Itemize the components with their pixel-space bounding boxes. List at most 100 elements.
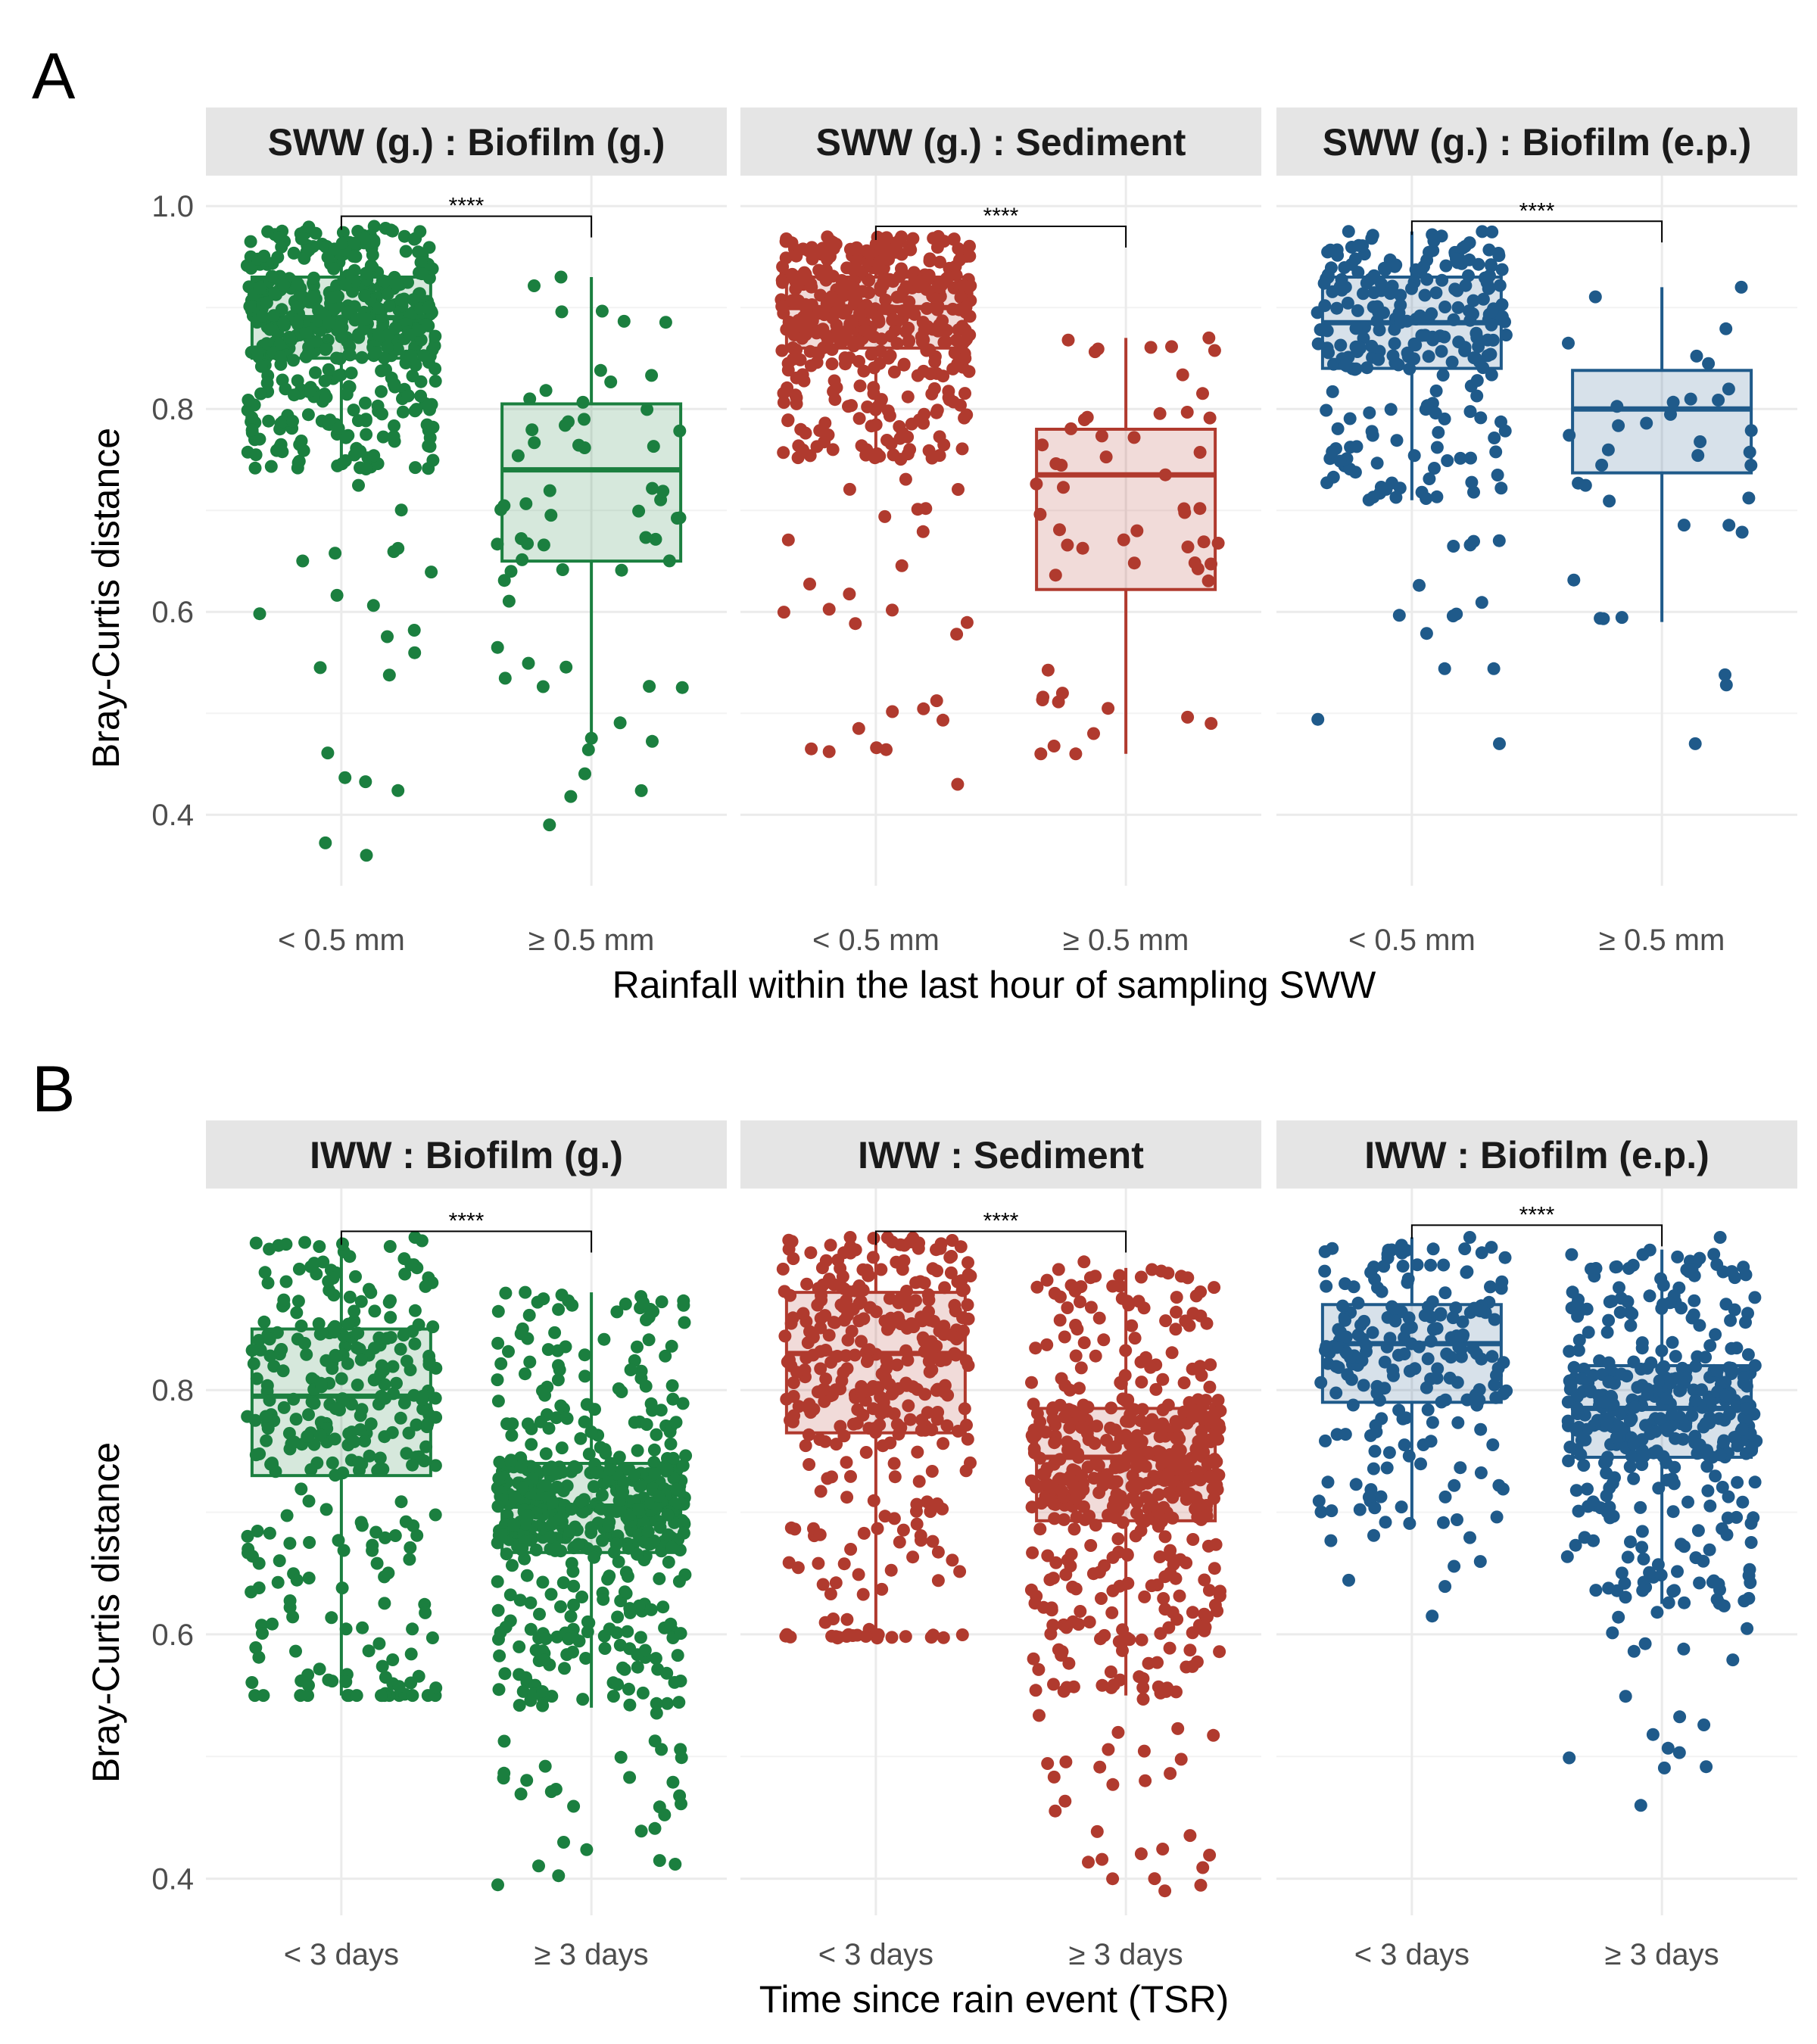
data-point [597,1593,610,1606]
significance-bracket: **** [340,194,593,238]
data-point [492,1683,506,1697]
data-point [1029,1478,1043,1492]
data-point [934,1237,948,1251]
panel-a: A Bray-Curtis distance Rainfall within t… [32,40,1797,1006]
data-point [887,1457,901,1470]
data-point [1586,1369,1600,1382]
data-point [1656,1450,1670,1463]
data-point [1053,1453,1067,1466]
data-point [516,553,529,566]
data-point [1495,263,1509,276]
data-point [1176,368,1189,382]
data-point [1385,476,1398,490]
data-point [508,1490,522,1503]
y-tick-label: 0.8 [151,393,194,426]
data-point [1128,1332,1142,1345]
data-point [1445,355,1459,369]
data-point [579,1652,593,1665]
data-point [1388,337,1401,351]
data-point [1429,407,1442,420]
data-point [368,1341,381,1355]
data-point [491,537,504,551]
data-point [1636,1584,1650,1597]
data-point [963,328,977,341]
data-point [868,361,881,375]
data-point [1135,1633,1148,1647]
panel-a-x-axis-title: Rainfall within the last hour of samplin… [612,964,1377,1006]
points-right [1024,1255,1227,1898]
data-point [1430,441,1444,454]
data-point [1419,403,1432,416]
data-point [254,387,267,400]
data-point [372,328,385,341]
data-point [1463,405,1477,419]
data-point [959,1464,973,1478]
data-point [322,1275,335,1288]
data-point [1726,1653,1740,1667]
data-point [886,705,899,718]
data-point [1674,1538,1688,1551]
data-point [1495,298,1509,311]
data-point [491,1336,505,1350]
data-point [1449,1301,1463,1315]
data-point [1426,1242,1440,1256]
data-point [869,418,883,432]
data-point [1748,1475,1762,1489]
data-point [394,293,408,307]
data-point [382,299,396,313]
data-point [1350,440,1364,453]
data-point [1651,1558,1665,1572]
data-point [1703,1543,1716,1556]
data-point [884,329,898,343]
data-point [1438,1580,1452,1594]
data-point [387,377,400,391]
data-point [1401,1272,1415,1285]
data-point [936,314,949,328]
data-point [1055,1372,1068,1385]
data-point [947,232,961,246]
data-point [1159,1684,1173,1698]
data-point [358,1435,372,1447]
data-point [339,1675,353,1688]
data-point [328,303,341,316]
data-point [1401,346,1414,360]
data-point [1710,1257,1724,1271]
data-point [1323,243,1337,257]
data-point [1368,1501,1382,1515]
data-point [1572,1333,1586,1347]
data-point [1205,557,1217,571]
data-point [1136,1403,1149,1416]
data-point [261,1276,275,1290]
data-point [1360,276,1373,290]
data-point [503,1588,517,1602]
data-point [383,1240,397,1253]
data-point [1106,1500,1120,1513]
data-point [557,1836,570,1849]
data-point [1370,1425,1383,1438]
data-point [404,1647,418,1661]
data-point [408,646,422,659]
data-point [271,251,285,264]
data-point [410,403,423,416]
data-point [603,1569,616,1583]
data-point [429,1508,442,1522]
data-point [659,316,672,329]
data-point [1041,1757,1055,1770]
data-point [662,554,676,568]
data-point [1703,1499,1717,1513]
data-point [379,1531,392,1544]
data-point [610,1626,624,1640]
data-point [951,777,965,791]
data-point [1454,1329,1468,1343]
data-point [1644,1427,1657,1441]
data-point [1413,578,1426,592]
data-point [1048,1512,1061,1525]
data-point [1660,1391,1674,1405]
data-point [1053,523,1066,537]
data-point [1055,1645,1069,1659]
data-point [1498,315,1511,329]
data-point [539,1447,553,1460]
data-point [1153,1550,1167,1563]
data-point [652,1489,665,1503]
x-tick-label: < 3 days [818,1938,933,1971]
